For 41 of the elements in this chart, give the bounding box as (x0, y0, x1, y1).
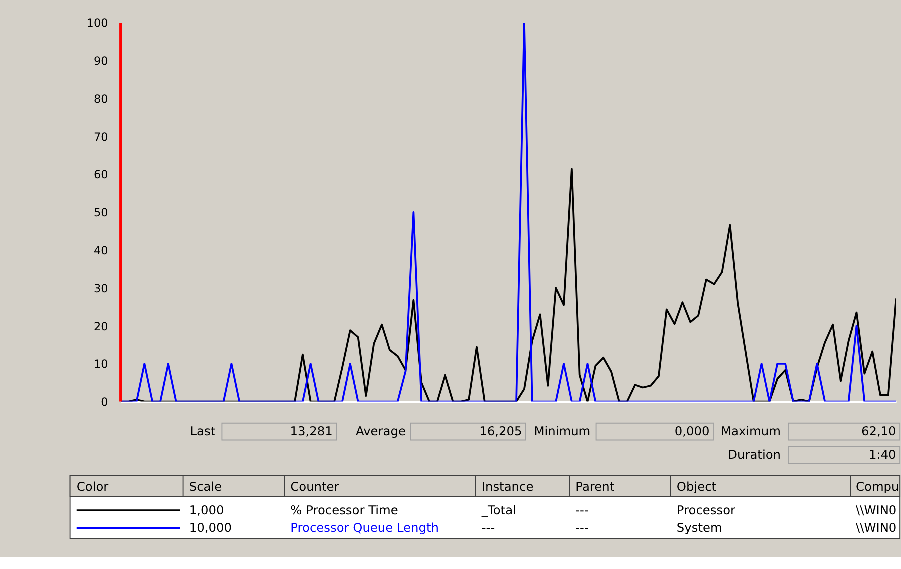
text: Instance (482, 480, 534, 494)
text: --- (482, 521, 496, 536)
text: 1,000 (189, 503, 224, 518)
text: 62,10 (861, 424, 896, 439)
y-tick-label: 80 (94, 92, 108, 106)
text: 1:40 (868, 448, 896, 462)
text: System (676, 521, 722, 536)
text: Object (676, 480, 717, 494)
text: --- (576, 521, 589, 536)
text: Processor Queue Length (290, 521, 439, 536)
y-tick-label: 50 (94, 206, 108, 220)
text: \\WIN0 (856, 503, 897, 518)
text: Average (356, 424, 406, 439)
y-tick-label: 10 (94, 358, 108, 372)
y-tick-label: 70 (94, 130, 108, 144)
y-tick-label: 100 (86, 17, 108, 30)
text: Minimum (534, 424, 591, 439)
y-tick-label: 20 (94, 320, 108, 334)
text: Parent (576, 480, 615, 494)
text: \\WIN0 (856, 521, 897, 536)
text: --- (576, 503, 589, 518)
text: 13,281 (290, 424, 333, 439)
text: Last (190, 424, 216, 439)
y-tick-label: 90 (94, 55, 108, 68)
text: 0,000 (674, 424, 710, 439)
line-series (120, 23, 896, 402)
text: 16,205 (480, 424, 522, 439)
y-tick-label: 0 (101, 396, 108, 410)
text: Color (76, 480, 109, 494)
text: _Total (480, 503, 516, 518)
y-tick-label: 40 (94, 244, 108, 258)
text: % Processor Time (290, 503, 398, 518)
text: Maximum (721, 424, 781, 439)
y-tick-label: 30 (94, 282, 108, 296)
text: Processor (676, 503, 736, 518)
text: Scale (189, 480, 222, 494)
text: Duration (728, 448, 781, 462)
text: Counter (290, 480, 340, 494)
y-tick-label: 60 (94, 168, 108, 182)
text: 10,000 (189, 521, 232, 536)
text: Compu (856, 480, 900, 494)
